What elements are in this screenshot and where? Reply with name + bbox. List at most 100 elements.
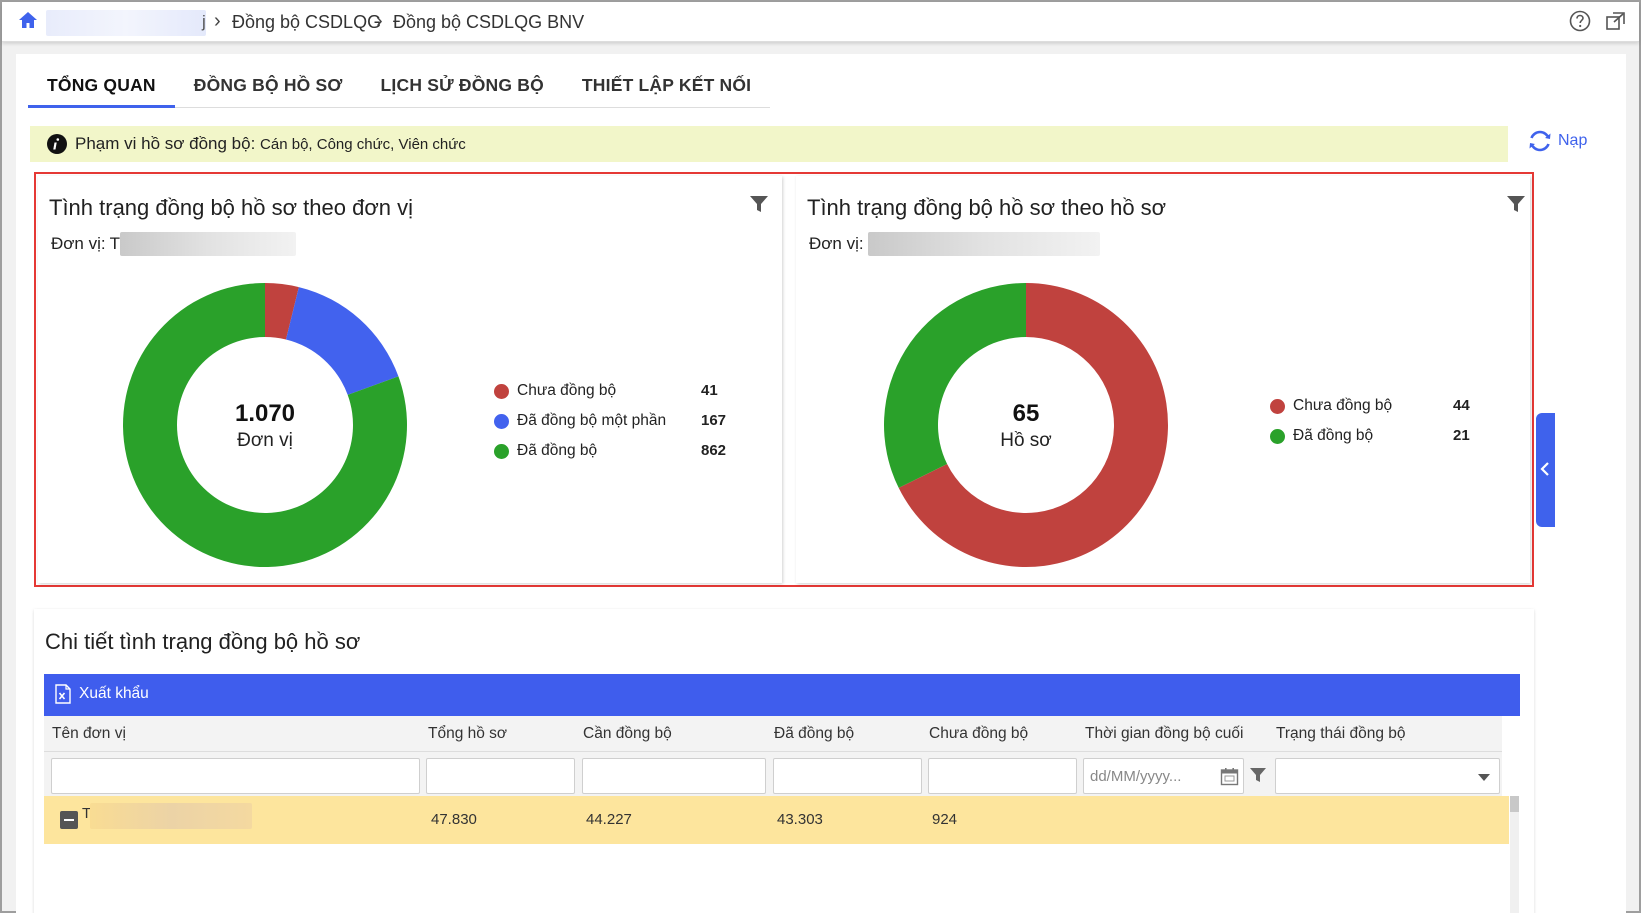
calendar-icon[interactable] — [1220, 767, 1239, 786]
column-header-not-synced[interactable]: Chưa đồng bộ — [929, 725, 1029, 742]
legend-label: Đã đồng bộ — [517, 442, 598, 459]
chevron-left-icon — [1540, 462, 1549, 476]
legend-value: 167 — [701, 412, 727, 429]
sync-scope-banner: Phạm vi hồ sơ đồng bộ: Cán bộ, Công chức… — [30, 126, 1508, 162]
detail-title: Chi tiết tình trạng đồng bộ hồ sơ — [45, 629, 361, 654]
filter-sync-status-dropdown[interactable] — [1275, 758, 1500, 794]
legend-dot-icon — [1270, 429, 1285, 444]
help-icon[interactable] — [1569, 10, 1591, 32]
legend-value: 21 — [1453, 427, 1470, 444]
summary-panels: Tình trạng đồng bộ hồ sơ theo đơn vị Đơn… — [34, 172, 1534, 587]
unit-value-start: T — [109, 234, 120, 253]
sync-scope-title: Phạm vi hồ sơ đồng bộ: — [75, 134, 256, 153]
legend-value: 41 — [701, 382, 718, 399]
reload-button[interactable]: Nạp — [1528, 128, 1587, 154]
refresh-icon — [1529, 130, 1551, 152]
legend-item[interactable]: Chưa đồng bộ 41 — [494, 379, 734, 409]
legend-dot-icon — [494, 384, 509, 399]
panel-status-by-unit: Tình trạng đồng bộ hồ sơ theo đơn vị Đơn… — [38, 176, 782, 583]
tab-sync-history[interactable]: LỊCH SỬ ĐỒNG BỘ — [380, 75, 544, 95]
legend-unit: Chưa đồng bộ 41 Đã đồng bộ một phần 167 Đã đ… — [494, 379, 734, 469]
info-icon — [47, 134, 67, 154]
panel-title: Tình trạng đồng bộ hồ sơ theo hồ sơ — [807, 195, 1167, 220]
legend-label: Đã đồng bộ một phần — [517, 412, 667, 429]
tab-connection-settings[interactable]: THIẾT LẬP KẾT NỐI — [581, 75, 752, 95]
legend-value: 862 — [701, 442, 727, 459]
unit-label: Đơn vị: — [51, 234, 106, 253]
legend-dot-icon — [494, 414, 509, 429]
legend-item[interactable]: Đã đồng bộ một phần 167 — [494, 409, 734, 439]
export-label: Xuất khẩu — [79, 685, 149, 702]
filter-unit-name-input[interactable] — [51, 758, 420, 794]
legend-item[interactable]: Đã đồng bộ 862 — [494, 439, 734, 469]
grid-scrollbar[interactable] — [1510, 796, 1519, 913]
legend-label: Chưa đồng bộ — [1293, 397, 1393, 414]
home-icon[interactable] — [18, 11, 38, 29]
side-panel-toggle[interactable] — [1536, 413, 1555, 527]
column-header-total[interactable]: Tổng hồ sơ — [428, 725, 508, 742]
breadcrumb-item-csdlqg-bnv: Đồng bộ CSDLQG BNV — [393, 12, 585, 32]
grid-filter-row: dd/MM/yyyy... — [44, 752, 1502, 796]
legend-item[interactable]: Chưa đồng bộ 44 — [1270, 394, 1470, 424]
filter-synced-input[interactable] — [773, 758, 922, 794]
donut-slice-0[interactable] — [265, 283, 299, 340]
reload-label: Nạp — [1558, 132, 1588, 149]
detail-section: Chi tiết tình trạng đồng bộ hồ sơ Xuất k… — [34, 609, 1534, 913]
filter-last-sync-date-input[interactable]: dd/MM/yyyy... — [1083, 758, 1244, 794]
tab-sync-profiles[interactable]: ĐỒNG BỘ HỒ SƠ — [193, 75, 343, 95]
donut-center-label: Đơn vị — [237, 430, 293, 451]
donut-center-label: Hồ sơ — [1000, 430, 1052, 451]
column-header-synced[interactable]: Đã đồng bộ — [774, 725, 855, 742]
cell-unit-name-redacted — [90, 803, 252, 829]
tab-overview[interactable]: TỔNG QUAN — [28, 64, 175, 108]
legend-label: Đã đồng bộ — [1293, 427, 1374, 444]
panel-status-by-profile: Tình trạng đồng bộ hồ sơ theo hồ sơ Đơn … — [796, 176, 1530, 583]
legend-dot-icon — [1270, 399, 1285, 414]
legend-profile: Chưa đồng bộ 44 Đã đồng bộ 21 — [1270, 394, 1470, 454]
breadcrumb-separator-icon: › — [376, 10, 383, 32]
legend-label: Chưa đồng bộ — [517, 382, 617, 399]
scrollbar-thumb[interactable] — [1510, 796, 1519, 812]
export-button[interactable]: Xuất khẩu — [54, 684, 149, 704]
donut-slice-1[interactable] — [285, 287, 399, 395]
column-header-need-sync[interactable]: Cần đồng bộ — [583, 725, 672, 742]
column-header-last-sync[interactable]: Thời gian đồng bộ cuối — [1085, 725, 1244, 742]
date-filter-icon[interactable] — [1249, 766, 1267, 784]
donut-slice-2[interactable] — [122, 283, 407, 567]
donut-chart-unit — [122, 283, 407, 567]
breadcrumb-root-redacted[interactable] — [46, 10, 206, 36]
column-header-unit-name[interactable]: Tên đơn vị — [52, 725, 126, 742]
main-content: TỔNG QUAN ĐỒNG BỘ HỒ SƠ LỊCH SỬ ĐỒNG BỘ … — [16, 54, 1626, 913]
popout-icon[interactable] — [1605, 10, 1627, 32]
cell-unit-name-start: T — [82, 805, 92, 822]
filter-icon[interactable] — [749, 194, 769, 214]
cell-need-sync: 44.227 — [586, 811, 632, 828]
donut-center-value: 65 — [1012, 400, 1040, 427]
column-header-sync-status[interactable]: Trạng thái đồng bộ — [1276, 725, 1406, 742]
filter-not-synced-input[interactable] — [928, 758, 1077, 794]
tab-bar: TỔNG QUAN ĐỒNG BỘ HỒ SƠ LỊCH SỬ ĐỒNG BỘ … — [28, 64, 771, 108]
grid-toolbar: Xuất khẩu — [44, 674, 1520, 716]
sync-scope-label: Phạm vi hồ sơ đồng bộ: Cán bộ, Công chức… — [75, 134, 466, 154]
filter-total-input[interactable] — [426, 758, 575, 794]
donut-chart-profile — [884, 283, 1168, 567]
filter-icon[interactable] — [1506, 194, 1526, 214]
top-bar: j › Đồng bộ CSDLQG › Đồng bộ CSDLQG BNV — [2, 2, 1639, 42]
collapse-icon[interactable] — [60, 811, 78, 829]
legend-item[interactable]: Đã đồng bộ 21 — [1270, 424, 1470, 454]
donut-center-value: 1.070 — [234, 400, 296, 427]
unit-line: Đơn vị: — [809, 232, 1100, 256]
donut-slice-1[interactable] — [884, 283, 1026, 488]
donut-slice-0[interactable] — [898, 283, 1168, 567]
breadcrumb-item-csdlqg[interactable]: Đồng bộ CSDLQG — [232, 12, 382, 32]
panel-title: Tình trạng đồng bộ hồ sơ theo đơn vị — [49, 195, 413, 220]
cell-total: 47.830 — [431, 811, 477, 828]
filter-need-sync-input[interactable] — [582, 758, 766, 794]
table-row[interactable]: T 47.830 44.227 43.303 924 — [44, 796, 1509, 844]
unit-label: Đơn vị: — [809, 234, 864, 253]
cell-synced: 43.303 — [777, 811, 823, 828]
grid-header: Tên đơn vị Tổng hồ sơ Cần đồng bộ Đã đồn… — [44, 716, 1502, 752]
date-placeholder: dd/MM/yyyy... — [1090, 768, 1182, 785]
breadcrumb-separator-icon: › — [214, 10, 221, 32]
